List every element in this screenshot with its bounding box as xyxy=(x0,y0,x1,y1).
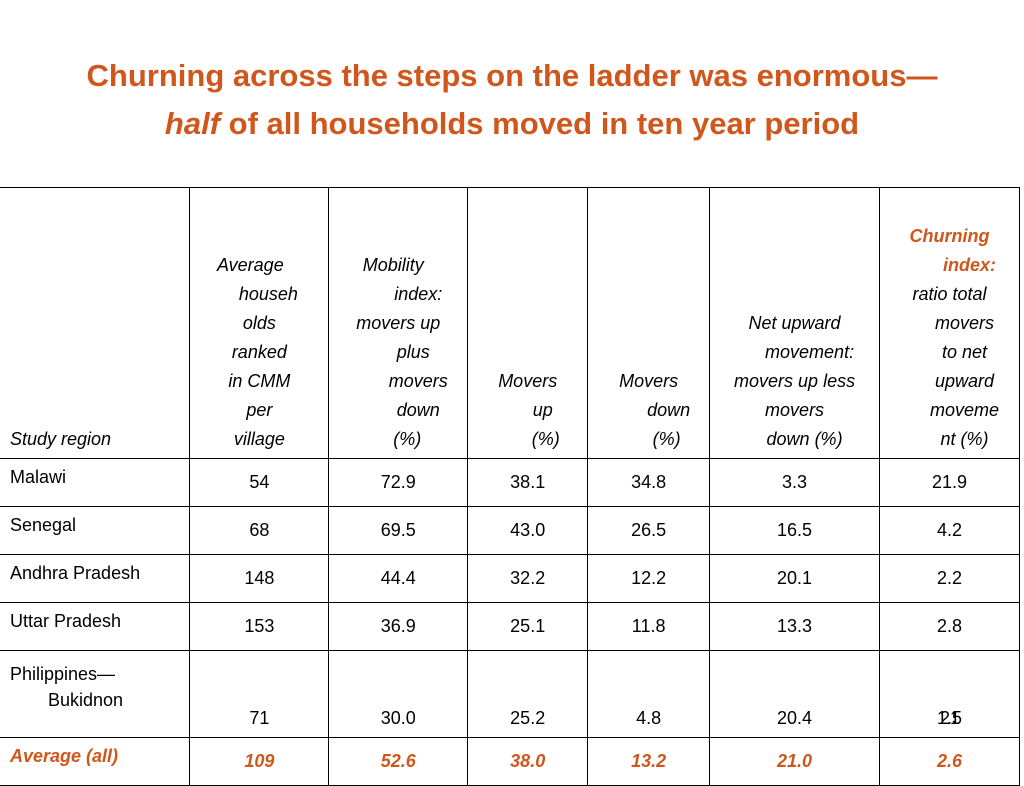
cell-churn: 2.8 xyxy=(879,602,1020,651)
cell-mobility: 52.6 xyxy=(328,737,469,786)
cell-down: 13.2 xyxy=(587,737,711,786)
header-line: Mobility xyxy=(362,255,424,275)
header-line: index: xyxy=(394,284,443,304)
cell-region: Uttar Pradesh xyxy=(0,602,191,651)
cell-avg: 54 xyxy=(189,458,330,507)
header-line: upward xyxy=(934,371,995,391)
cell-down: 34.8 xyxy=(587,458,711,507)
header-line: olds xyxy=(242,313,276,333)
cell-churn: 2.6 xyxy=(879,737,1020,786)
cell-up: 38.0 xyxy=(467,737,589,786)
cell-net: 13.3 xyxy=(709,602,881,651)
header-line: (%) xyxy=(531,429,560,449)
header-avg-households: Average househ olds ranked in CMM per vi… xyxy=(189,187,330,459)
header-line: Churning xyxy=(909,226,990,246)
cell-churn: 1.5 xyxy=(879,650,1020,738)
cell-churn: 21.9 xyxy=(879,458,1020,507)
header-line: moveme xyxy=(929,400,1000,420)
cell-down: 26.5 xyxy=(587,506,711,555)
cell-up: 25.2 xyxy=(467,650,589,738)
cell-up: 32.2 xyxy=(467,554,589,603)
cell-mobility: 36.9 xyxy=(328,602,469,651)
title-line-1: Churning across the steps on the ladder … xyxy=(86,58,938,93)
header-line: (%) xyxy=(652,429,681,449)
header-line: movers xyxy=(388,371,448,391)
cell-down: 4.8 xyxy=(587,650,711,738)
header-line: down xyxy=(647,400,691,420)
table-row: Senegal 68 69.5 43.0 26.5 16.5 4.2 xyxy=(0,506,1020,555)
cell-net: 16.5 xyxy=(709,506,881,555)
cell-mobility: 44.4 xyxy=(328,554,469,603)
table-row: Uttar Pradesh 153 36.9 25.1 11.8 13.3 2.… xyxy=(0,602,1020,651)
header-movers-down: Movers down (%) xyxy=(587,187,711,459)
header-line: movers up less xyxy=(734,371,856,391)
cell-region: Senegal xyxy=(0,506,191,555)
header-line: to net xyxy=(941,342,988,362)
header-line: ratio total xyxy=(912,284,987,304)
title-line-2-rest: of all households moved in ten year peri… xyxy=(220,106,860,141)
header-movers-up: Movers up (%) xyxy=(467,187,589,459)
cell-net: 21.0 xyxy=(709,737,881,786)
average-row: Average (all) 109 52.6 38.0 13.2 21.0 2.… xyxy=(0,737,1020,786)
header-net-upward: Net upward movement: movers up less move… xyxy=(709,187,881,459)
cell-region: Philippines— Bukidnon xyxy=(0,650,191,738)
cell-avg: 109 xyxy=(189,737,330,786)
cell-avg: 153 xyxy=(189,602,330,651)
table-row: Andhra Pradesh 148 44.4 32.2 12.2 20.1 2… xyxy=(0,554,1020,603)
header-line: househ xyxy=(238,284,298,304)
page-number: 21 xyxy=(940,708,961,728)
header-churning-index: Churning index: ratio total movers to ne… xyxy=(879,187,1020,459)
cell-net: 3.3 xyxy=(709,458,881,507)
cell-net: 20.1 xyxy=(709,554,881,603)
cell-region: Average (all) xyxy=(0,737,191,786)
table-row: Philippines— Bukidnon 71 30.0 25.2 4.8 2… xyxy=(0,650,1020,738)
header-line: index: xyxy=(942,255,996,275)
cell-churn: 2.2 xyxy=(879,554,1020,603)
cell-up: 43.0 xyxy=(467,506,589,555)
cell-net: 20.4 xyxy=(709,650,881,738)
header-study-region: Study region xyxy=(0,187,191,459)
cell-avg: 68 xyxy=(189,506,330,555)
header-line: movers up xyxy=(356,313,441,333)
cell-mobility: 30.0 xyxy=(328,650,469,738)
header-line: movement: xyxy=(765,342,855,362)
region-line-2: Bukidnon xyxy=(48,690,124,710)
header-line: down (%) xyxy=(766,429,843,449)
header-line: village xyxy=(233,429,285,449)
cell-mobility: 72.9 xyxy=(328,458,469,507)
cell-mobility: 69.5 xyxy=(328,506,469,555)
header-line: movers xyxy=(765,400,825,420)
table-row: Malawi 54 72.9 38.1 34.8 3.3 21.9 xyxy=(0,458,1020,507)
cell-region: Andhra Pradesh xyxy=(0,554,191,603)
cell-down: 12.2 xyxy=(587,554,711,603)
title-line-2: half of all households moved in ten year… xyxy=(0,100,1024,148)
header-line: plus xyxy=(396,342,430,362)
cell-churn: 4.2 xyxy=(879,506,1020,555)
header-line: up xyxy=(532,400,553,420)
header-line: (%) xyxy=(393,429,422,449)
header-line: nt (%) xyxy=(940,429,989,449)
header-line: per xyxy=(246,400,273,420)
slide-title: Churning across the steps on the ladder … xyxy=(0,52,1024,148)
header-line: movers xyxy=(934,313,994,333)
cell-up: 25.1 xyxy=(467,602,589,651)
header-mobility-index: Mobility index: movers up plus movers do… xyxy=(328,187,469,459)
header-line: Average xyxy=(216,255,284,275)
title-emphasis: half xyxy=(164,106,221,141)
header-line: down xyxy=(396,400,440,420)
header-line: in CMM xyxy=(228,371,291,391)
header-row: Study region Average househ olds ranked … xyxy=(0,187,1020,459)
mobility-table: Study region Average househ olds ranked … xyxy=(0,187,1020,786)
header-line: ranked xyxy=(231,342,287,362)
cell-avg: 148 xyxy=(189,554,330,603)
cell-up: 38.1 xyxy=(467,458,589,507)
header-line: Net upward xyxy=(748,313,841,333)
region-line-1: Philippines— xyxy=(10,664,116,684)
header-line: Movers xyxy=(619,371,679,391)
cell-region: Malawi xyxy=(0,458,191,507)
cell-down: 11.8 xyxy=(587,602,711,651)
header-line: Movers xyxy=(498,371,558,391)
cell-avg: 71 xyxy=(189,650,330,738)
